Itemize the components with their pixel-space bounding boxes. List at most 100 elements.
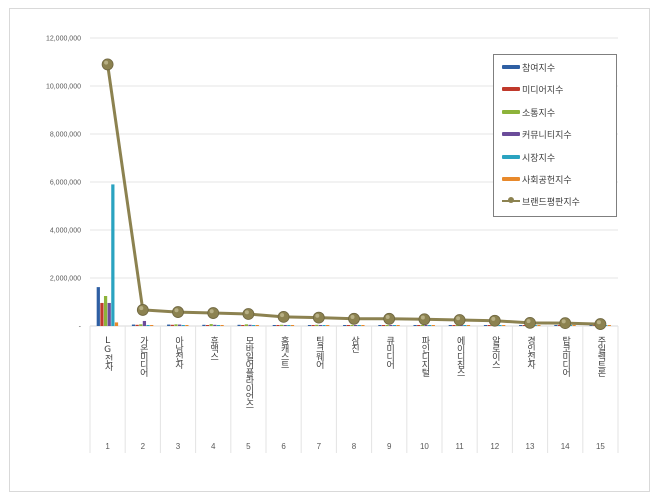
y-tick-label: 8,000,000	[50, 132, 81, 139]
line-marker	[594, 318, 607, 330]
line-marker	[383, 312, 396, 325]
bar-시장지수	[357, 325, 361, 326]
bar-미디어지수	[135, 324, 139, 326]
line-marker-highlight	[456, 316, 461, 321]
bar-사회공헌지수	[185, 325, 189, 326]
category-number-label: 11	[455, 442, 464, 451]
bar-커뮤니티지수	[142, 320, 147, 326]
line-marker	[348, 312, 360, 325]
bar-시장지수	[392, 325, 397, 326]
category-name-label: 휴맥스	[208, 336, 218, 360]
category-name-label: 가온미디어	[138, 336, 148, 378]
line-marker	[488, 314, 501, 327]
category-name-label: 주일렉트론	[595, 336, 605, 377]
bar-시장지수	[252, 325, 256, 326]
category-number-label: 10	[420, 442, 429, 451]
bar-소통지수	[420, 325, 424, 326]
legend-swatch-icon	[502, 177, 520, 181]
bar-시장지수	[322, 325, 326, 326]
category-name-label: 아남전자	[173, 336, 183, 370]
chart-legend: 참여지수 미디어지수 소통지수 커뮤니티지수 시장지수 사회공헌지수 브랜드평판…	[493, 54, 617, 217]
category-name-label: 팅크웨어	[314, 336, 324, 370]
bar-사회공헌지수	[114, 322, 119, 326]
line-marker-highlight	[350, 315, 355, 319]
bar-참여지수	[589, 325, 593, 326]
legend-swatch-icon	[502, 155, 520, 159]
category-name-label: 홈캐스트	[279, 335, 289, 368]
legend-label: 시장지수	[522, 153, 556, 164]
bar-미디어지수	[522, 325, 526, 326]
bar-소통지수	[174, 324, 178, 326]
bar-미디어지수	[346, 325, 350, 326]
line-marker-highlight	[174, 308, 179, 313]
bar-참여지수	[483, 325, 488, 326]
category-name-label: 큐미디어	[384, 336, 394, 370]
category-name-label: 에이디칩스	[455, 336, 465, 376]
category-number-label: 14	[561, 442, 570, 451]
bar-시장지수	[216, 325, 221, 326]
category-number-label: 12	[490, 442, 499, 451]
legend-item: 사회공헌지수	[502, 172, 572, 186]
category-number-label: 3	[176, 442, 181, 451]
bar-사회공헌지수	[396, 325, 400, 326]
bar-참여지수	[131, 324, 136, 326]
line-marker	[101, 58, 114, 71]
line-marker-highlight	[526, 319, 531, 324]
bar-참여지수	[272, 325, 276, 326]
y-tick-label: -	[79, 324, 82, 331]
category-number-label: 7	[317, 442, 322, 451]
bar-사회공헌지수	[466, 325, 471, 326]
legend-label: 참여지수	[522, 63, 556, 74]
bar-시장지수	[428, 325, 432, 326]
bar-사회공헌지수	[255, 325, 259, 326]
bar-참여지수	[519, 325, 523, 326]
category-number-label: 2	[141, 442, 146, 451]
bar-소통지수	[209, 324, 213, 326]
bar-시장지수	[181, 325, 185, 326]
category-number-label: 1	[105, 442, 110, 451]
bar-미디어지수	[205, 325, 210, 326]
bar-사회공헌지수	[361, 325, 365, 326]
category-name-label: 파인디지털	[419, 336, 429, 377]
legend-swatch-icon	[502, 87, 520, 91]
legend-item: 소통지수	[502, 105, 555, 119]
category-name-label: 탑코미디어	[560, 335, 570, 378]
category-number-label: 5	[246, 442, 251, 451]
bar-커뮤니티지수	[318, 325, 323, 326]
category-number-label: 4	[211, 442, 216, 451]
bar-참여지수	[448, 325, 452, 326]
legend-label: 미디어지수	[522, 85, 564, 96]
category-name-label: 경인전자	[525, 335, 535, 370]
category-name-label: 삼진	[349, 336, 359, 353]
bar-미디어지수	[170, 324, 174, 326]
bar-참여지수	[554, 325, 558, 326]
bar-커뮤니티지수	[424, 325, 428, 326]
bar-참여지수	[343, 325, 347, 326]
bar-참여지수	[413, 325, 417, 326]
bar-사회공헌지수	[607, 325, 611, 326]
category-number-label: 6	[281, 442, 286, 451]
line-marker-highlight	[385, 315, 390, 319]
bar-소통지수	[350, 324, 354, 326]
legend-label: 브랜드평판지수	[522, 197, 580, 208]
legend-item: 시장지수	[502, 150, 555, 164]
line-marker	[524, 316, 536, 329]
line-marker-highlight	[315, 313, 320, 318]
line-marker	[207, 307, 220, 319]
line-marker	[136, 304, 149, 316]
line-marker-highlight	[596, 320, 601, 325]
bar-미디어지수	[241, 325, 245, 326]
bar-사회공헌지수	[537, 325, 541, 326]
y-tick-label: 10,000,000	[46, 84, 81, 91]
bar-미디어지수	[557, 325, 562, 326]
bar-참여지수	[378, 325, 382, 326]
bar-참여지수	[96, 287, 100, 326]
y-tick-label: 2,000,000	[50, 276, 81, 283]
bar-참여지수	[237, 324, 241, 326]
legend-item: 브랜드평판지수	[502, 194, 580, 208]
bar-사회공헌지수	[431, 325, 435, 326]
line-marker-highlight	[139, 306, 144, 311]
line-marker-highlight	[244, 310, 249, 315]
bar-소통지수	[315, 324, 319, 326]
bar-시장지수	[146, 325, 150, 326]
